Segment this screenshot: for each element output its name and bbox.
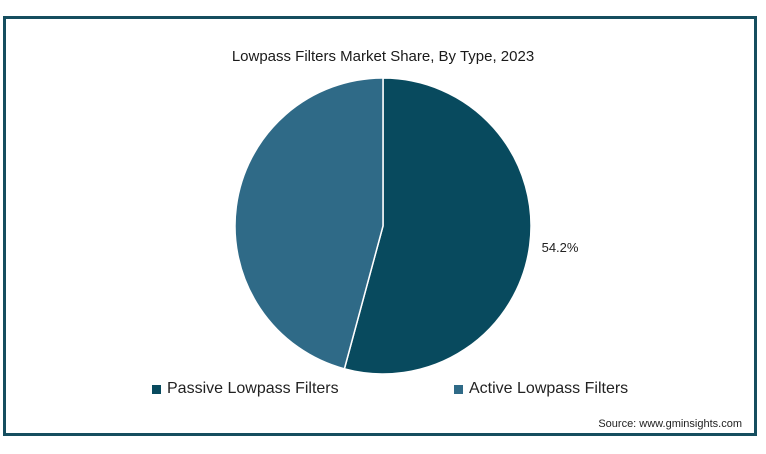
legend-item-passive: Passive Lowpass Filters — [152, 380, 339, 398]
pie-slice-passive — [343, 77, 532, 375]
legend-item-active: Active Lowpass Filters — [454, 380, 628, 398]
legend-label-active: Active Lowpass Filters — [469, 380, 629, 397]
chart-legend: Passive Lowpass Filters Active Lowpass F… — [0, 380, 766, 402]
source-note: Source: www.gminsights.com — [598, 418, 742, 430]
data-label-passive: 54.2% — [542, 240, 579, 255]
pie-slice-active — [234, 77, 384, 370]
legend-swatch-active — [454, 384, 463, 394]
legend-label-passive: Passive Lowpass Filters — [167, 380, 339, 397]
legend-swatch-passive — [152, 384, 161, 394]
chart-title: Lowpass Filters Market Share, By Type, 2… — [231, 48, 535, 65]
